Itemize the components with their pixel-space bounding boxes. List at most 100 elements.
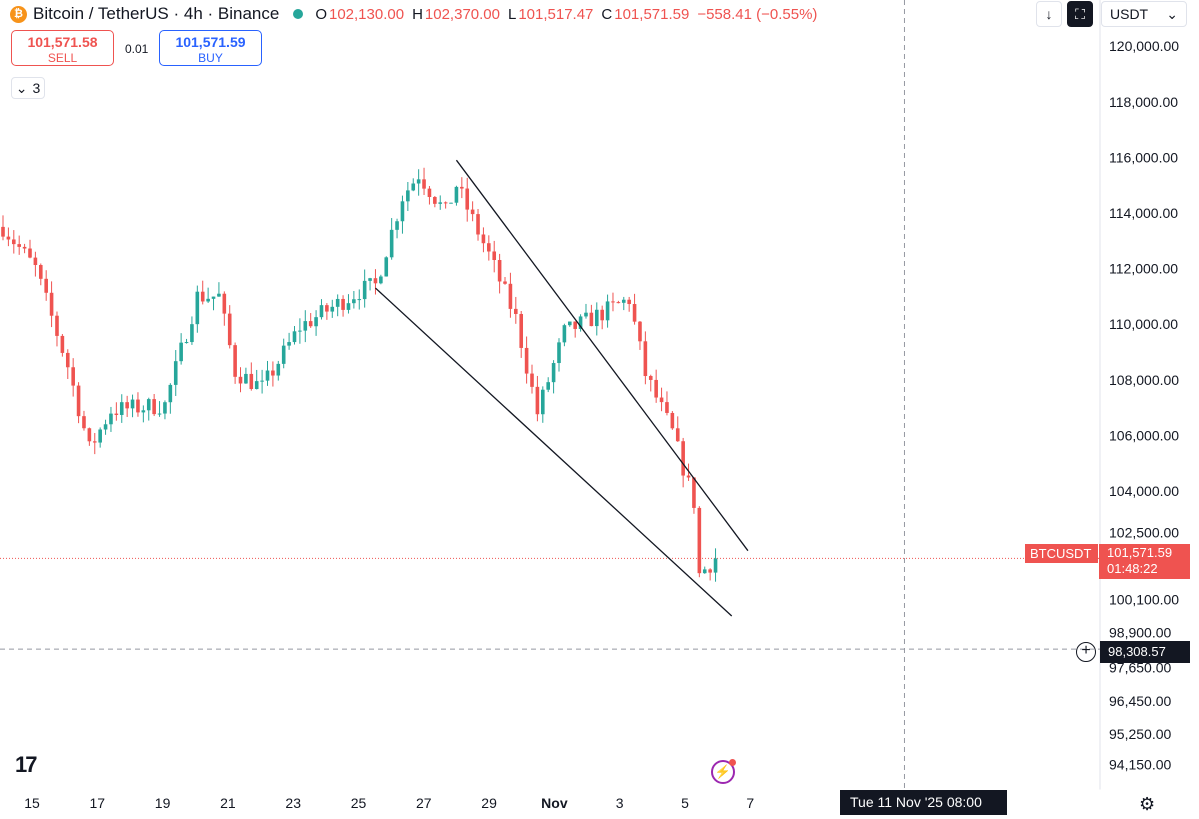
candle-body <box>384 257 389 277</box>
candle-body <box>389 229 394 258</box>
settings-gear-icon[interactable]: ⚙ <box>1139 794 1156 814</box>
candle-body <box>76 385 81 417</box>
candle-body <box>308 321 313 327</box>
x-tick-label: 29 <box>481 795 497 811</box>
candle-body <box>17 244 21 247</box>
candle-body <box>551 363 556 383</box>
candle-body <box>173 361 178 385</box>
candle-body <box>168 384 173 403</box>
add-alert-plus-icon[interactable]: + <box>1076 642 1096 662</box>
buy-price: 101,571.59 <box>175 34 246 50</box>
candle-body <box>530 373 534 387</box>
candle-body <box>87 428 92 442</box>
sell-button[interactable]: 101,571.58 SELL <box>11 30 114 66</box>
candle-body <box>33 257 38 266</box>
candle-body <box>627 299 631 305</box>
flash-icon[interactable]: ⚡ <box>711 759 736 784</box>
x-tick-label: 21 <box>220 795 236 811</box>
candle-body <box>395 221 399 230</box>
y-tick-label: 106,000.00 <box>1109 427 1179 443</box>
ohlc-key: O <box>315 5 327 23</box>
candle-body <box>611 301 615 303</box>
candle-body <box>287 342 291 346</box>
candle-body <box>254 381 259 390</box>
candle-body <box>578 316 583 329</box>
candle-body <box>119 402 124 415</box>
scroll-down-button[interactable]: ↓ <box>1036 1 1062 27</box>
candle-body <box>708 569 712 573</box>
candle-body <box>265 370 270 381</box>
candle-body <box>465 188 470 210</box>
candle-body <box>179 342 183 362</box>
ohlc-key: L <box>507 5 517 23</box>
candle-body <box>362 280 367 300</box>
candle-body <box>460 186 464 189</box>
candle-body <box>325 305 329 312</box>
candle-body <box>109 413 113 425</box>
market-status-icon <box>293 9 304 19</box>
fullscreen-button[interactable]: ⛶ <box>1067 1 1093 27</box>
candle-body <box>65 352 70 368</box>
candle-body <box>28 248 32 258</box>
candle-body <box>357 299 362 301</box>
candle-body <box>303 321 308 331</box>
crosshair-price-tag: 98,308.57 <box>1100 641 1190 663</box>
candle-body <box>206 298 210 302</box>
candle-body <box>697 507 702 574</box>
candle-body <box>136 399 140 413</box>
trendline-upper[interactable] <box>455 159 749 552</box>
currency-label: USDT <box>1110 6 1149 22</box>
trendline-lower[interactable] <box>375 287 733 617</box>
x-tick-label: 3 <box>616 795 624 811</box>
candle-body <box>368 278 372 281</box>
candle-body <box>659 397 664 403</box>
y-tick-label: 95,250.00 <box>1109 726 1171 742</box>
candle-body <box>427 188 432 198</box>
y-tick-label: 97,650.00 <box>1109 659 1171 675</box>
candle-body <box>44 278 48 293</box>
candle-body <box>260 380 264 382</box>
candle-body <box>1 226 5 237</box>
candle-body <box>6 236 11 240</box>
candle-body <box>643 341 648 377</box>
symbol-title[interactable]: Bitcoin / TetherUS · 4h · Binance <box>33 4 280 23</box>
x-tick-label: 5 <box>681 795 689 811</box>
candle-body <box>71 367 75 386</box>
y-tick-label: 108,000.00 <box>1109 372 1179 388</box>
ohlc-values: O 102,130.00 H 102,370.00 L 101,517.47 C 101… <box>315 6 817 23</box>
candle-body <box>487 243 491 252</box>
tradingview-logo[interactable]: 17 <box>15 752 38 777</box>
last-price-tag: 101,571.59 01:48:22 <box>1099 544 1190 579</box>
symbol-price-tag: BTCUSDT <box>1025 544 1098 563</box>
y-tick-label: 104,000.00 <box>1109 483 1179 499</box>
candle-body <box>621 299 626 303</box>
candle-body <box>217 293 221 297</box>
candle-body <box>557 342 561 364</box>
buy-button[interactable]: 101,571.59 BUY <box>159 30 262 66</box>
candle-body <box>346 303 351 310</box>
indicators-toggle-button[interactable]: ⌄ 3 <box>11 77 45 99</box>
candle-body <box>233 345 237 377</box>
candle-body <box>163 402 167 414</box>
currency-select[interactable]: USDT ⌄ <box>1101 1 1187 27</box>
ohlc-key: C <box>601 5 613 23</box>
candle-body <box>702 569 707 574</box>
candle-body <box>373 278 378 284</box>
candle-body <box>443 202 448 204</box>
candle-body <box>157 413 162 415</box>
candle-body <box>454 186 459 203</box>
candle-body <box>519 313 524 348</box>
candle-body <box>55 315 59 336</box>
arrow-down-icon: ↓ <box>1045 6 1053 22</box>
candle-body <box>227 313 232 346</box>
candle-body <box>244 373 248 384</box>
candle-body <box>281 345 286 364</box>
candle-body <box>211 296 216 299</box>
candle-body <box>400 201 405 222</box>
bitcoin-icon: ₿ <box>10 5 27 23</box>
candle-body <box>114 413 119 415</box>
candle-body <box>125 402 129 409</box>
candle-body <box>98 429 102 443</box>
candle-body <box>292 331 297 343</box>
